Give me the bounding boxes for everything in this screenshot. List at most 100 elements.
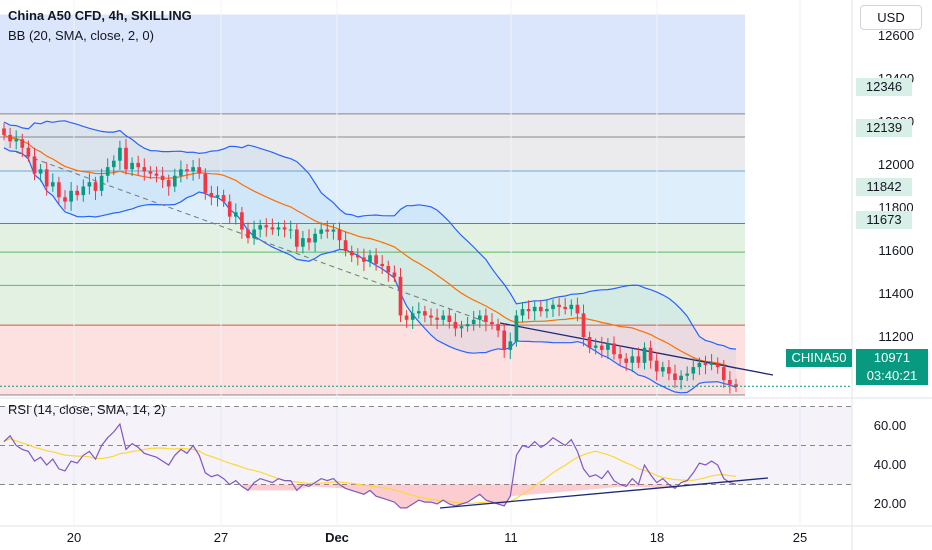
candle-body bbox=[538, 306, 543, 312]
candle-body bbox=[2, 128, 6, 135]
candle-body bbox=[221, 195, 226, 202]
rsi-axis-tick: 60.00 bbox=[874, 418, 907, 433]
candle-body bbox=[575, 304, 580, 314]
bb-indicator-legend[interactable]: BB (20, SMA, close, 2, 0) bbox=[8, 28, 154, 43]
price-axis-tick: 11600 bbox=[878, 243, 913, 258]
candle-body bbox=[166, 180, 171, 187]
price-axis-tick: 11400 bbox=[878, 286, 913, 301]
candle-body bbox=[520, 309, 525, 316]
candle-body bbox=[618, 354, 622, 359]
candle-body bbox=[679, 375, 683, 380]
candle-body bbox=[569, 304, 574, 310]
candle-body bbox=[203, 173, 208, 193]
candle-body bbox=[154, 173, 159, 176]
candle-body bbox=[484, 315, 488, 322]
candle-body bbox=[368, 255, 372, 262]
candle-body bbox=[87, 182, 92, 187]
candle-body bbox=[294, 229, 299, 247]
candle-body bbox=[185, 169, 189, 172]
candle-body bbox=[105, 167, 110, 176]
candle-body bbox=[459, 326, 464, 329]
candle-body bbox=[69, 190, 73, 202]
candle-body bbox=[20, 139, 25, 148]
candle-body bbox=[599, 345, 604, 350]
candle-body bbox=[398, 276, 403, 316]
candle-body bbox=[362, 257, 366, 262]
candle-body bbox=[477, 315, 482, 320]
candle-body bbox=[276, 227, 281, 230]
candle-body bbox=[264, 225, 269, 228]
candle-body bbox=[313, 233, 317, 243]
candle-body bbox=[563, 306, 568, 310]
candle-body bbox=[734, 384, 738, 387]
candle-body bbox=[685, 373, 690, 376]
chart-title: China A50 CFD, 4h, SKILLING bbox=[8, 8, 192, 23]
candle-body bbox=[130, 162, 134, 170]
price-axis-tick: 11200 bbox=[878, 329, 913, 344]
candle-body bbox=[209, 192, 214, 198]
candle-body bbox=[355, 255, 360, 258]
price-level-tag: 11842 bbox=[856, 178, 912, 196]
candle-body bbox=[465, 324, 470, 327]
candle-body bbox=[50, 182, 55, 187]
candle-body bbox=[587, 337, 592, 348]
candle-body bbox=[532, 306, 537, 312]
time-axis-tick: Dec bbox=[325, 530, 349, 545]
candle-body bbox=[81, 186, 86, 196]
rsi-oversold-fill bbox=[241, 484, 675, 508]
candle-body bbox=[697, 362, 702, 368]
currency-button[interactable]: USD bbox=[860, 5, 922, 30]
candle-body bbox=[410, 313, 415, 320]
candle-body bbox=[148, 171, 153, 174]
candle-body bbox=[557, 304, 561, 307]
candle-body bbox=[636, 356, 641, 363]
candle-body bbox=[593, 345, 598, 348]
candle-body bbox=[691, 367, 696, 374]
candle-body bbox=[728, 380, 732, 385]
rsi-ma-line bbox=[3, 438, 737, 504]
candle-body bbox=[38, 169, 43, 174]
candle-body bbox=[502, 330, 507, 350]
last-price-tag: 10971 03:40:21 bbox=[856, 349, 928, 385]
candle-body bbox=[654, 360, 659, 372]
price-level-tag: 12139 bbox=[856, 119, 912, 137]
candle-body bbox=[642, 347, 647, 363]
candle-body bbox=[416, 311, 421, 314]
candle-body bbox=[26, 147, 31, 157]
rsi-axis-tick: 20.00 bbox=[874, 496, 907, 511]
candle-body bbox=[429, 315, 433, 318]
time-axis-tick: 25 bbox=[793, 530, 807, 545]
candle-body bbox=[380, 263, 385, 267]
candle-body bbox=[142, 167, 147, 172]
rsi-indicator-legend[interactable]: RSI (14, close, SMA, 14, 2) bbox=[8, 402, 166, 417]
candle-body bbox=[246, 229, 250, 239]
candle-body bbox=[581, 313, 586, 337]
candle-body bbox=[8, 134, 12, 142]
candle-body bbox=[57, 182, 61, 198]
candle-body bbox=[551, 304, 555, 310]
bb-upper-line bbox=[3, 120, 737, 350]
candle-body bbox=[721, 367, 726, 380]
candle-body bbox=[307, 238, 311, 243]
candle-body bbox=[32, 156, 37, 174]
candle-body bbox=[648, 347, 653, 361]
price-zone-red bbox=[0, 325, 745, 396]
candle-body bbox=[349, 251, 354, 256]
price-axis-tick: 12600 bbox=[878, 28, 914, 43]
candle-body bbox=[715, 362, 720, 368]
candle-body bbox=[331, 229, 336, 232]
candle-body bbox=[660, 367, 665, 372]
candle-body bbox=[630, 356, 635, 363]
time-axis-tick: 20 bbox=[67, 530, 81, 545]
price-axis-tick: 12000 bbox=[878, 157, 914, 172]
price-level-tag: 11673 bbox=[856, 211, 912, 229]
candle-body bbox=[624, 358, 629, 363]
candle-body bbox=[172, 175, 177, 187]
candle-body bbox=[136, 162, 141, 168]
candle-body bbox=[709, 362, 714, 365]
candle-body bbox=[496, 324, 500, 331]
rsi-trendline bbox=[439, 477, 769, 509]
last-price-value: 10971 bbox=[873, 350, 911, 365]
candle-body bbox=[514, 315, 519, 342]
